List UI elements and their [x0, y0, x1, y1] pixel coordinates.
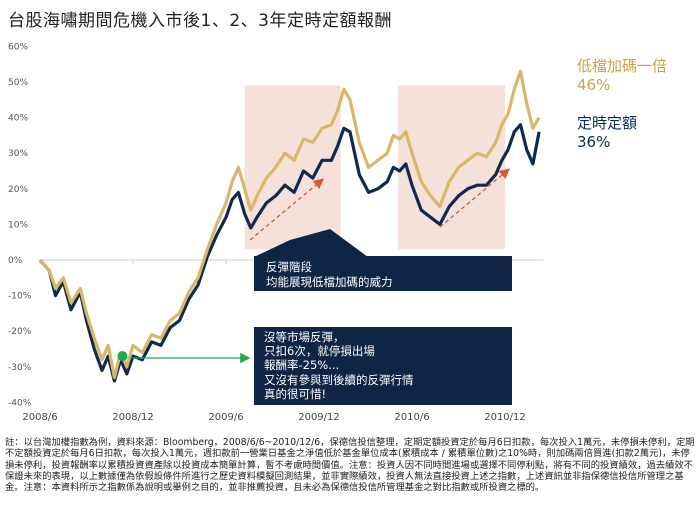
callout-stoploss-line: 報酬率-25%... [264, 358, 340, 373]
callout-rebound-line: 反彈階段 [266, 260, 312, 274]
legend-navy-value: 36% [577, 133, 611, 151]
footnote: 註：以台灣加權指數為例，資料來源：Bloomberg，2008/6/6~2010… [5, 437, 695, 494]
callout-pointer [254, 229, 368, 257]
legend-navy: 定時定額 36% [577, 114, 637, 152]
x-tick-label: 2008/12 [112, 412, 154, 423]
y-tick-label: 60% [8, 42, 28, 52]
y-tick-label: 50% [8, 78, 28, 88]
callout-rebound-line: 均能展現低檔加碼的威力 [266, 274, 393, 289]
y-tick-label: 30% [8, 149, 28, 159]
series-line-gold [38, 69, 541, 380]
callout-stoploss-line: 只扣6次，就停損出場 [264, 344, 375, 359]
legend-navy-label: 定時定額 [577, 114, 638, 132]
callout-stoploss: 沒等市場反彈， 只扣6次，就停損出場 報酬率-25%... 又沒有參與到後續的反… [254, 327, 512, 405]
x-tick-label: 2010/12 [484, 412, 526, 423]
x-tick-label: 2009/6 [208, 412, 243, 423]
highlight-regions [244, 85, 505, 250]
y-tick-label: 20% [8, 185, 28, 195]
callout-stoploss-line: 沒等市場反彈， [264, 330, 345, 344]
y-tick-label: -20% [8, 327, 32, 337]
callout-stoploss-line: 又沒有參與到後續的反彈行情 [264, 372, 414, 387]
legend-gold: 低檔加碼一倍 46% [577, 57, 667, 95]
chart-svg: 60% 50% 40% 30% 20% 10% 0% -10% -20% -30% -40% 200… [8, 42, 544, 423]
series-lines [38, 69, 541, 383]
stoploss-marker [117, 351, 128, 362]
y-tick-label: -10% [8, 292, 32, 302]
y-tick-label: -30% [8, 363, 32, 373]
y-tick-label: 0% [8, 256, 23, 266]
highlight-region-1 [244, 85, 341, 250]
x-tick-label: 2009/12 [298, 412, 340, 423]
x-tick-label: 2008/6 [22, 412, 57, 423]
trend-arrows [130, 168, 510, 364]
stoploss-marker-group [117, 351, 128, 362]
y-tick-label: 40% [8, 114, 28, 124]
x-tick-label: 2010/6 [394, 412, 429, 423]
legend-gold-value: 46% [577, 76, 611, 94]
callout-stoploss-line: 真的很可惜! [264, 386, 327, 401]
highlight-region-2 [398, 85, 505, 250]
y-tick-label: 10% [8, 220, 28, 230]
callout-rebound: 反彈階段 均能展現低檔加碼的威力 [254, 256, 512, 291]
y-tick-label: -40% [8, 398, 32, 408]
trend-arrow-1 [249, 178, 324, 241]
chart-title: 台股海嘯期間危機入市後1、2、3年定時定額報酬 [8, 11, 392, 31]
legend-gold-label: 低檔加碼一倍 [577, 57, 668, 75]
y-axis-ticks: 60% 50% 40% 30% 20% 10% 0% -10% -20% -30% -40% [8, 42, 32, 408]
trend-arrow-2 [439, 168, 510, 228]
